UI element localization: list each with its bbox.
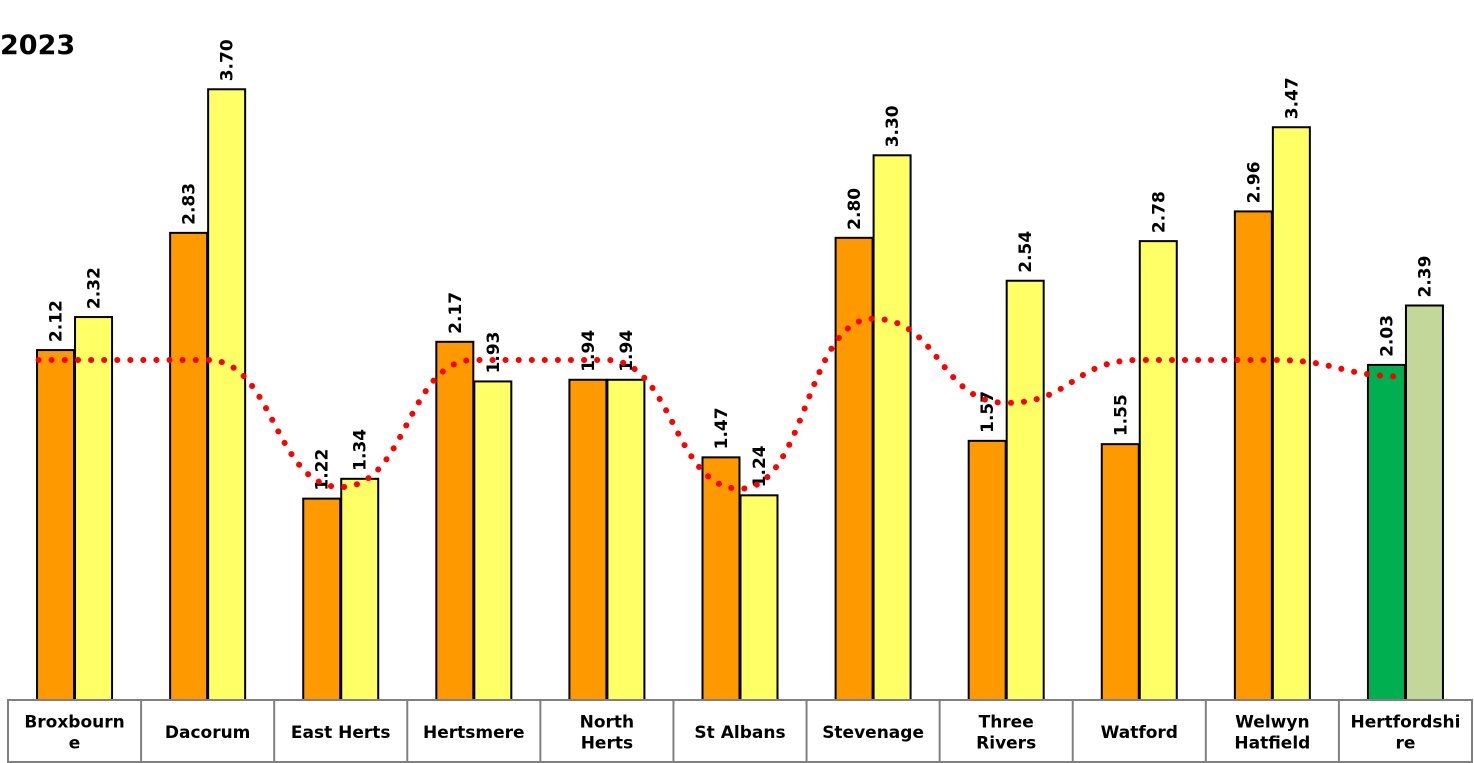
bar-series2 <box>606 378 646 701</box>
data-label: 2.78 <box>1149 191 1169 233</box>
category-label: Dacorum <box>165 723 251 743</box>
category-label: re <box>1395 734 1415 754</box>
category-label: East Herts <box>291 723 391 743</box>
bar-series2 <box>1138 240 1178 701</box>
bar-series1 <box>1100 443 1140 701</box>
bar-series1 <box>1366 363 1406 701</box>
data-label: 1.47 <box>712 407 732 449</box>
trend-line <box>35 315 1409 492</box>
category-label: Hertsmere <box>423 723 525 743</box>
data-label: 2.96 <box>1244 161 1264 203</box>
bar-series2 <box>1271 126 1311 701</box>
data-label: 3.30 <box>883 105 903 147</box>
category-label: Welwyn <box>1235 713 1309 733</box>
data-label: 2.80 <box>845 188 865 230</box>
data-label: 2.12 <box>47 300 67 342</box>
bar-series2 <box>74 316 114 701</box>
bar-series2 <box>739 494 779 702</box>
bar-series1 <box>1233 210 1273 701</box>
bar-series2 <box>473 380 513 701</box>
data-label: 1.94 <box>617 330 637 372</box>
data-label: 2.17 <box>446 292 466 334</box>
bar-series1 <box>169 231 209 701</box>
data-label: 3.47 <box>1282 77 1302 119</box>
category-label: St Albans <box>694 723 785 743</box>
data-label: 2.83 <box>180 183 200 225</box>
category-label: Rivers <box>976 734 1036 754</box>
bar-series2 <box>1404 304 1444 701</box>
data-label: 3.70 <box>218 39 238 81</box>
category-label: Three <box>979 713 1034 733</box>
data-label: 1.57 <box>978 391 998 433</box>
bar-series1 <box>701 456 741 701</box>
bar-series2 <box>207 88 247 702</box>
data-label: 1.24 <box>750 445 770 487</box>
bar-series1 <box>36 349 76 701</box>
bar-series2 <box>1005 279 1045 701</box>
bar-series1 <box>834 236 874 701</box>
chart-title-fragment: 2023 <box>0 30 76 61</box>
bar-series1 <box>568 378 608 701</box>
bar-series2 <box>872 154 912 701</box>
category-label: Hertfordshi <box>1350 713 1460 733</box>
bar-series2 <box>340 477 380 701</box>
category-label: Hatfield <box>1234 734 1310 754</box>
data-label: 2.32 <box>85 267 105 309</box>
data-label: 2.54 <box>1016 231 1036 273</box>
category-label: North <box>580 713 635 733</box>
category-label: Watford <box>1101 723 1178 743</box>
data-label: 2.03 <box>1377 315 1397 357</box>
category-label: e <box>69 734 81 754</box>
category-label: Herts <box>581 734 633 754</box>
category-label: Stevenage <box>822 723 924 743</box>
bar-series1 <box>435 340 475 701</box>
data-label: 1.94 <box>579 330 599 372</box>
bar-series1 <box>967 439 1007 701</box>
data-label: 1.93 <box>484 331 504 373</box>
data-label: 2.39 <box>1415 256 1435 298</box>
data-label: 1.34 <box>351 429 371 471</box>
category-label: Broxbourn <box>24 713 124 733</box>
bar-series1 <box>302 497 342 701</box>
data-label: 1.55 <box>1111 394 1131 436</box>
category-table <box>7 699 1473 763</box>
